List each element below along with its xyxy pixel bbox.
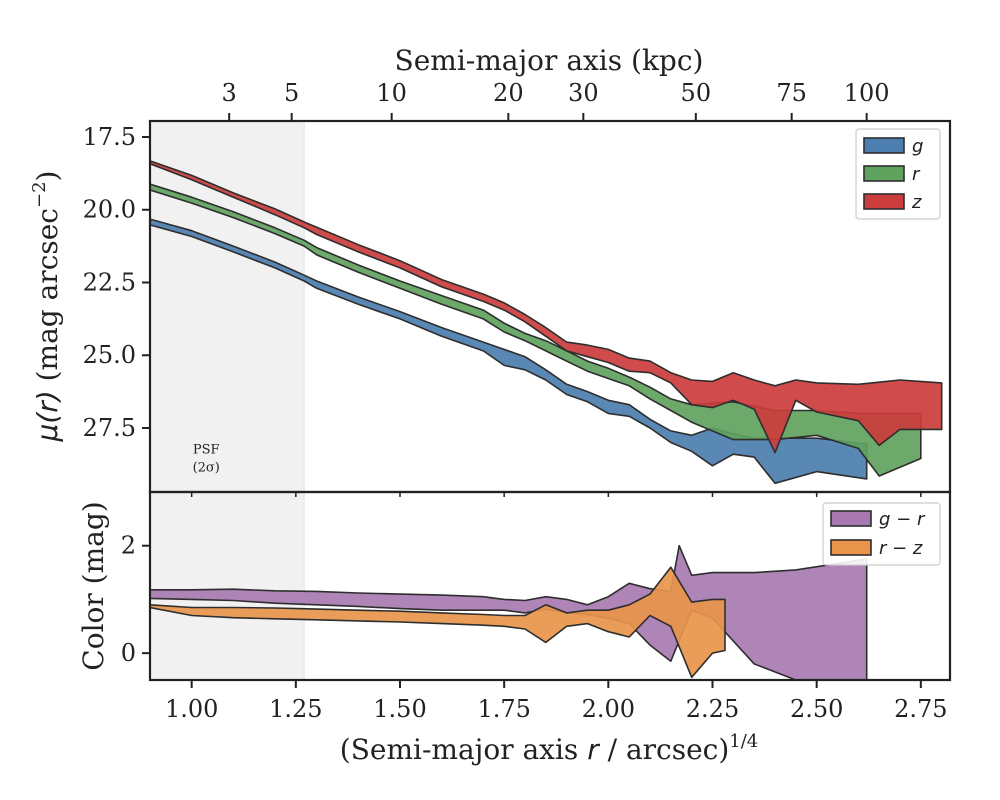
band-surface-brightness-r (150, 183, 922, 477)
top-tick-label: 10 (376, 79, 407, 107)
legend-label-z: z (911, 192, 922, 213)
x-axis-label-exponent: 1/4 (729, 731, 758, 752)
y-tick-label: 20.0 (83, 196, 136, 224)
top-tick-label: 3 (222, 79, 237, 107)
top-tick-label: 75 (776, 79, 807, 107)
bottom-panel-frame (148, 490, 952, 682)
x-tick-label: 2.25 (686, 695, 739, 723)
x-tick-label: 2.75 (894, 695, 947, 723)
y-tick-label: 2 (121, 532, 136, 560)
legend-swatch-gr (830, 510, 872, 527)
y-tick-label: 17.5 (83, 123, 136, 151)
x-tick-label: 1.25 (269, 695, 322, 723)
legend-swatch-g (863, 137, 905, 154)
bottom-panel-y-label: Color (mag) (77, 501, 110, 670)
top-tick-label: 5 (284, 79, 299, 107)
top-panel-y-label-exponent: −2 (29, 181, 50, 208)
y-tick-label: 22.5 (83, 268, 136, 296)
x-axis-label-variable: r (587, 733, 600, 766)
x-tick-label: 1.00 (165, 695, 218, 723)
x-tick-label: 1.50 (373, 695, 426, 723)
y-tick-label: 25.0 (83, 341, 136, 369)
psf-label-line-1: PSF (193, 442, 220, 457)
x-tick-label: 2.50 (790, 695, 843, 723)
top-tick-label: 30 (568, 79, 599, 107)
legend-label-g: g (912, 136, 923, 157)
top-tick-label: 100 (844, 79, 890, 107)
band-color-gr (150, 544, 868, 680)
top-panel-y-label-symbol: μ(r) (31, 390, 64, 442)
psf-label-line-2: (2σ) (193, 460, 220, 475)
band-color-rz (150, 566, 726, 679)
x-tick-label: 2.00 (582, 695, 635, 723)
y-tick-label: 0 (121, 639, 136, 667)
x-axis-label: (Semi-major axis r / arcsec)1/4 (340, 731, 758, 766)
top-panel-y-label-units: (mag arcsec (31, 208, 64, 390)
top-axis-label: Semi-major axis (kpc) (395, 44, 704, 77)
x-axis-label-part-2: / arcsec) (599, 733, 730, 766)
legend-label-r: r (912, 164, 921, 185)
legend-swatch-rz (830, 539, 872, 556)
y-tick-label: 27.5 (83, 414, 136, 442)
top-tick-label: 50 (681, 79, 712, 107)
band-surface-brightness-z (150, 160, 943, 454)
top-panel-y-label-close: ) (31, 171, 64, 182)
legend-label-gr: g − r (879, 509, 926, 530)
x-axis-label-part-1: (Semi-major axis (340, 733, 587, 766)
legend-swatch-r (863, 165, 905, 182)
legend-swatch-z (863, 193, 905, 210)
band-surface-brightness-g (150, 218, 868, 485)
x-tick-label: 1.75 (477, 695, 530, 723)
top-panel-y-label: μ(r) (mag arcsec−2) (29, 171, 64, 443)
top-tick-label: 20 (493, 79, 524, 107)
legend-label-rz: r − z (879, 538, 923, 559)
